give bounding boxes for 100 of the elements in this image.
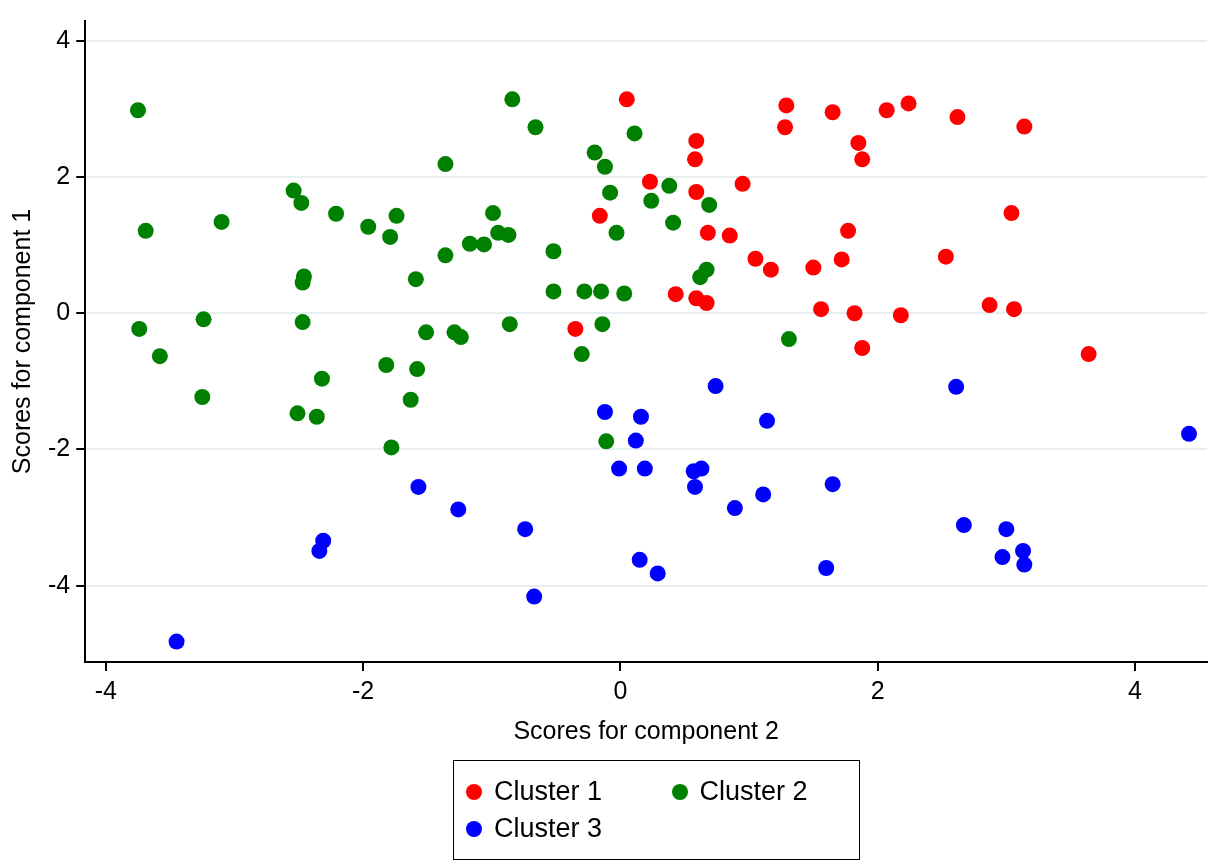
point	[360, 218, 377, 235]
point	[688, 132, 705, 149]
y-tick-label: -4	[47, 569, 71, 598]
point	[981, 297, 998, 314]
point	[285, 182, 302, 199]
point	[594, 316, 611, 333]
point	[137, 222, 154, 239]
point	[805, 259, 822, 276]
x-tick-label: 4	[1128, 675, 1143, 704]
point	[813, 301, 830, 318]
point	[1003, 205, 1020, 222]
point	[526, 588, 543, 605]
point	[213, 213, 230, 230]
point	[596, 404, 613, 420]
point	[840, 222, 857, 239]
point	[755, 486, 772, 503]
point	[293, 194, 310, 211]
point	[1016, 118, 1033, 135]
point	[485, 205, 502, 222]
point	[778, 97, 795, 114]
point	[699, 224, 716, 241]
point	[388, 207, 405, 224]
point	[382, 228, 399, 245]
point	[854, 339, 871, 356]
legend-label: Cluster 3	[494, 813, 603, 844]
point	[598, 433, 615, 450]
point	[476, 236, 493, 253]
point	[626, 125, 643, 142]
point	[687, 151, 703, 168]
x-tick-label: -4	[94, 675, 118, 704]
point	[616, 285, 633, 302]
point	[383, 439, 400, 456]
point	[948, 378, 965, 395]
point	[994, 549, 1011, 566]
point	[955, 517, 972, 534]
point	[632, 408, 649, 425]
point	[576, 283, 593, 300]
point	[294, 314, 311, 331]
point	[759, 412, 776, 429]
point	[545, 243, 562, 260]
point	[1006, 301, 1023, 318]
point	[308, 408, 325, 425]
point	[151, 348, 168, 365]
point	[593, 283, 610, 300]
x-tick-label: 2	[870, 675, 885, 704]
point	[618, 91, 635, 108]
point	[545, 283, 562, 300]
point	[501, 316, 518, 333]
point	[611, 460, 628, 477]
point	[517, 521, 534, 538]
point	[129, 102, 146, 119]
y-tick-label: 0	[56, 297, 71, 326]
y-tick-label: 2	[56, 160, 71, 189]
point	[734, 175, 751, 192]
legend-label: Cluster 1	[494, 776, 603, 807]
point	[450, 501, 467, 518]
point	[608, 224, 625, 241]
point	[649, 565, 666, 582]
point	[707, 378, 724, 395]
legend-label: Cluster 2	[699, 776, 808, 807]
point	[418, 324, 435, 341]
point	[850, 134, 867, 151]
point	[452, 329, 469, 346]
point	[437, 247, 454, 264]
y-axis-title: Scores for component 1	[6, 208, 35, 475]
point	[195, 311, 212, 328]
x-tick-label: 0	[613, 675, 628, 704]
point	[500, 226, 517, 243]
point	[1080, 346, 1097, 363]
point	[665, 214, 682, 231]
point	[1180, 425, 1197, 442]
point	[698, 295, 715, 312]
point	[313, 370, 330, 387]
point	[667, 286, 684, 303]
point	[407, 271, 424, 288]
point	[818, 560, 835, 576]
point	[833, 251, 850, 268]
point	[777, 119, 794, 136]
point	[194, 389, 211, 406]
point	[762, 261, 779, 278]
point	[892, 307, 909, 324]
point	[131, 320, 148, 337]
point	[687, 478, 703, 495]
point	[567, 320, 584, 337]
point	[726, 500, 743, 517]
y-tick-label: 4	[56, 24, 71, 53]
point	[854, 151, 871, 168]
point	[573, 346, 590, 363]
point	[378, 357, 395, 373]
point	[289, 405, 306, 422]
point	[747, 250, 764, 267]
point	[527, 119, 544, 136]
point	[328, 205, 345, 222]
point	[949, 109, 966, 126]
point	[661, 177, 678, 194]
point	[878, 102, 895, 119]
y-tick-label: -2	[47, 433, 71, 462]
point	[900, 95, 917, 112]
point	[641, 173, 658, 190]
point	[627, 432, 644, 449]
